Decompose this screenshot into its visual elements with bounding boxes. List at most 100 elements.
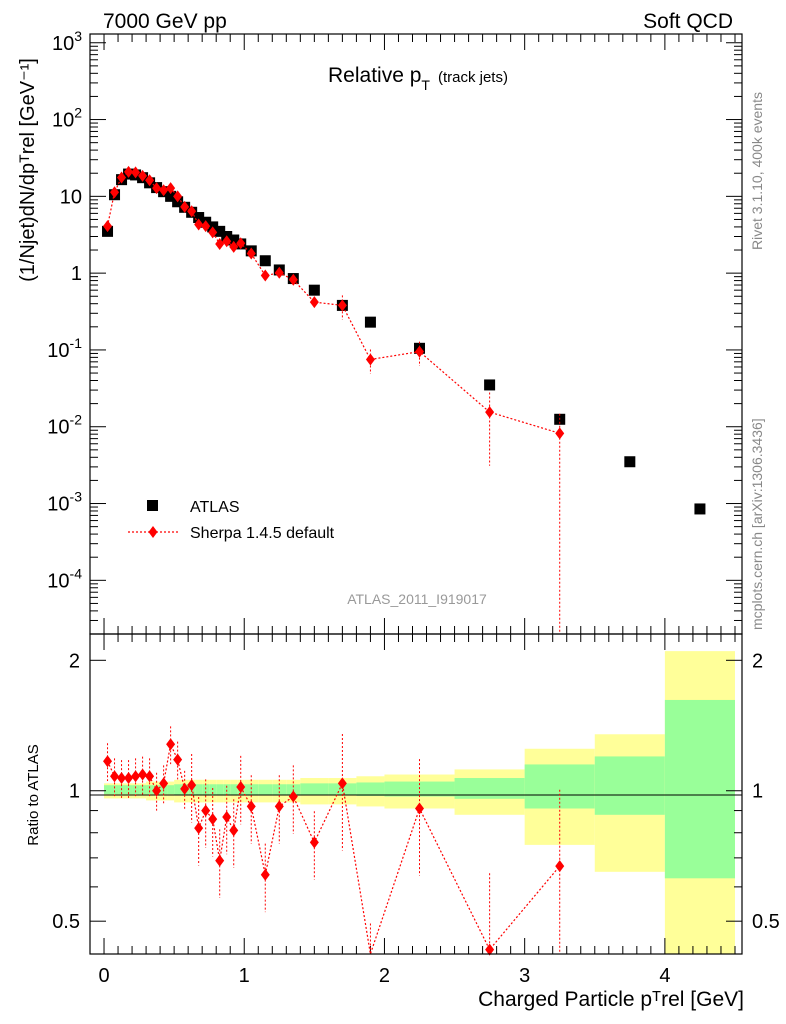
atlas-data-point xyxy=(484,379,496,391)
sherpa-data-point xyxy=(138,169,148,182)
ratio-inner-band xyxy=(195,784,203,795)
sherpa-data-point xyxy=(180,200,190,213)
ratio-inner-band xyxy=(454,778,525,799)
main-frame xyxy=(89,33,743,635)
ratio-data-point xyxy=(103,755,113,768)
main-y-tick-label: 102 xyxy=(52,105,82,132)
ratio-inner-band xyxy=(524,764,595,809)
ratio-inner-band xyxy=(244,784,259,795)
chart-title-main: Relative p xyxy=(328,64,421,87)
ratio-uncertainty-bands xyxy=(104,651,735,954)
sherpa-data-point xyxy=(236,237,246,250)
tick-label-exponent: -3 xyxy=(70,489,83,505)
sherpa-data-point xyxy=(166,182,176,195)
atlas-data-point xyxy=(193,212,205,224)
tick-label-base: 10 xyxy=(47,494,69,516)
y-axis-label: (1/Njet)dN/dpᵀrel [GeV⁻¹] xyxy=(17,58,39,282)
ratio-inner-band xyxy=(223,784,231,795)
legend-atlas-marker xyxy=(147,500,158,511)
atlas-data-point xyxy=(364,316,376,328)
sherpa-line xyxy=(106,171,560,434)
ratio-y-tick-label-right: 0.5 xyxy=(752,911,780,933)
ratio-data-point xyxy=(485,943,495,956)
sherpa-data-point xyxy=(159,184,169,197)
tick-label-exponent: -2 xyxy=(70,412,83,428)
atlas-data-point xyxy=(214,225,226,237)
atlas-data-point xyxy=(308,284,320,296)
ratio-y-tick-label-right: 1 xyxy=(752,781,763,803)
ratio-data-point xyxy=(131,770,141,783)
x-tick-label: 1 xyxy=(239,965,250,987)
sherpa-data-point xyxy=(222,235,232,248)
ratio-y-tick-label-right: 2 xyxy=(752,650,763,672)
ratio-data-point xyxy=(124,772,134,785)
legend-atlas-label: ATLAS xyxy=(190,499,240,516)
x-tick-label: 3 xyxy=(519,965,530,987)
ratio-inner-band xyxy=(216,784,224,795)
ratio-data-point xyxy=(229,824,239,837)
sherpa-data-point xyxy=(117,171,127,184)
sherpa-data-point xyxy=(229,240,239,253)
ratio-inner-band xyxy=(167,785,175,795)
sherpa-data-point xyxy=(215,237,225,250)
sherpa-data-point xyxy=(110,186,120,199)
tick-label-exponent: -4 xyxy=(70,565,83,581)
tick-label-base: 10 xyxy=(52,110,74,132)
sherpa-data-point xyxy=(208,226,218,239)
tick-label-exponent: 2 xyxy=(74,105,82,121)
ratio-inner-band xyxy=(174,784,182,795)
analysis-watermark: ATLAS_2011_I919017 xyxy=(347,591,487,607)
energy-label: 7000 GeV pp xyxy=(103,10,227,33)
legend-sherpa-label: Sherpa 1.4.5 default xyxy=(190,525,335,542)
chart-title-sub: T xyxy=(421,77,430,93)
category-label: Soft QCD xyxy=(643,10,733,33)
ratio-data-point xyxy=(246,800,256,813)
sherpa-data-point xyxy=(415,345,425,358)
ratio-data-point xyxy=(159,777,169,790)
ratio-inner-band xyxy=(202,784,210,795)
main-y-tick-label: 10-4 xyxy=(47,565,82,592)
ratio-inner-band xyxy=(300,783,329,796)
tick-label-base: 10 xyxy=(47,570,69,592)
ratio-data-point xyxy=(274,800,284,813)
main-y-tick-label: 10 xyxy=(60,186,82,208)
legend-sherpa-marker xyxy=(148,526,158,538)
ratio-inner-band xyxy=(146,785,154,795)
ratio-data-point xyxy=(555,860,565,873)
sherpa-data-point xyxy=(201,220,211,233)
ratio-inner-band xyxy=(230,784,238,795)
ratio-data-point xyxy=(138,768,148,781)
ratio-inner-band xyxy=(104,785,112,795)
ratio-data-point xyxy=(187,779,197,792)
atlas-data-point xyxy=(694,503,706,515)
atlas-points xyxy=(102,168,706,515)
sherpa-data-point xyxy=(145,174,155,187)
sherpa-data-point xyxy=(173,190,183,203)
ratio-panel: 0 1 2 3 4 0.5 0.5 1 1 2 2 Ratio to ATLAS xyxy=(25,633,780,987)
ratio-inner-band xyxy=(272,784,287,795)
ratio-inner-band xyxy=(356,782,385,796)
ratio-data-point xyxy=(260,868,270,881)
ratio-data-point xyxy=(222,810,232,823)
x-tick-label: 4 xyxy=(659,965,670,987)
chart-title-suffix: (track jets) xyxy=(438,69,508,86)
ratio-y-tick-label: 2 xyxy=(69,650,80,672)
sherpa-data-point xyxy=(274,266,284,279)
tick-label-exponent: -1 xyxy=(70,335,83,351)
ratio-inner-band xyxy=(111,785,119,795)
atlas-data-point xyxy=(165,190,177,202)
x-tick-label: 2 xyxy=(379,965,390,987)
tick-label-base: 10 xyxy=(52,33,74,55)
ratio-data-point xyxy=(194,822,204,835)
sherpa-data-point xyxy=(246,247,256,260)
sherpa-data-point xyxy=(288,273,298,286)
ratio-y-axis-label: Ratio to ATLAS xyxy=(25,744,42,845)
ratio-data-point xyxy=(215,854,225,867)
sherpa-points xyxy=(103,165,565,634)
main-y-tick-label: 1 xyxy=(71,263,82,285)
ratio-data-point xyxy=(166,738,176,751)
sherpa-data-point xyxy=(131,166,141,179)
ratio-data-point xyxy=(208,813,218,826)
